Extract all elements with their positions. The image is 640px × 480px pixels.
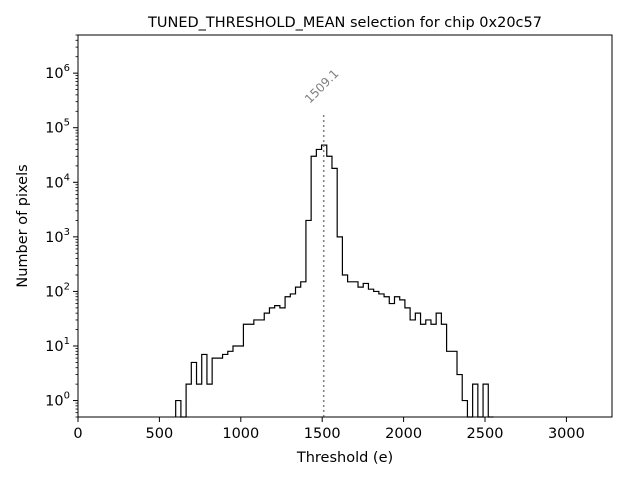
plot-frame <box>77 34 613 418</box>
y-tick-label: 104 <box>45 172 70 191</box>
x-tick-label: 3000 <box>548 426 585 442</box>
x-tick-label: 2500 <box>467 426 504 442</box>
y-tick-label: 101 <box>45 336 70 355</box>
plot-layer: 0 500 1000 1500 2000 2500 3000 100 101 102 103 104 1… <box>45 34 585 442</box>
y-tick-label: 103 <box>45 227 70 246</box>
y-tick-label: 100 <box>45 391 70 410</box>
x-tick-label: 500 <box>146 426 174 442</box>
y-tick-label: 105 <box>45 118 70 137</box>
y-tick-label: 102 <box>45 281 70 300</box>
threshold-marker-label: 1509.1 <box>302 67 342 107</box>
x-tick-label: 0 <box>73 426 82 442</box>
y-axis-label: Number of pixels <box>15 164 31 287</box>
x-tick-label: 2000 <box>385 426 422 442</box>
histogram-step-line <box>175 144 494 418</box>
y-tick-label: 106 <box>45 63 70 82</box>
x-axis-label: Threshold (e) <box>296 450 393 466</box>
x-tick-label: 1000 <box>222 426 259 442</box>
x-tick-label: 1500 <box>304 426 341 442</box>
chart-title: TUNED_THRESHOLD_MEAN selection for chip … <box>147 15 542 31</box>
